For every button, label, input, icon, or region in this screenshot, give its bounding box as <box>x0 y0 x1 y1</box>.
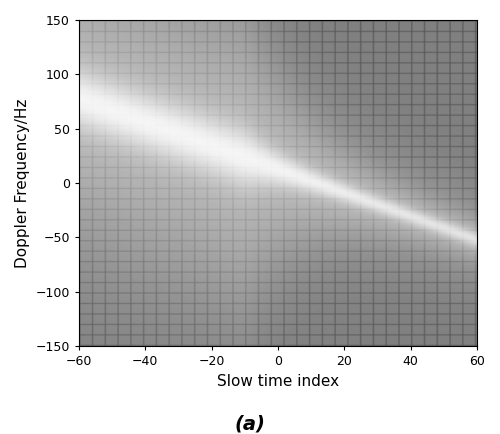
Text: (a): (a) <box>234 414 266 434</box>
X-axis label: Slow time index: Slow time index <box>217 374 339 388</box>
Y-axis label: Doppler Frequency/Hz: Doppler Frequency/Hz <box>15 99 30 268</box>
